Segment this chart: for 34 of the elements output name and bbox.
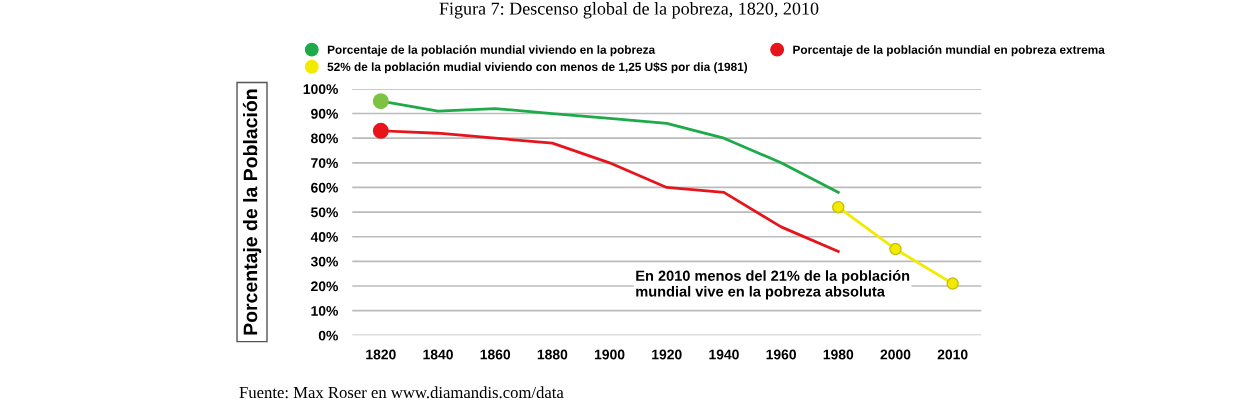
y-tick-label: 30% (310, 256, 338, 267)
point (372, 93, 389, 110)
x-tick-label: 1840 (423, 349, 453, 360)
x-tick-label: 1820 (366, 349, 396, 360)
x-tick-label: 1860 (480, 349, 511, 360)
x-tick-label: 1940 (709, 349, 739, 360)
chart-title: Figura 7: Descenso global de la pobreza, 1820, 2010 (439, 2, 819, 19)
point (889, 242, 902, 256)
x-tick-label: 2010 (937, 349, 968, 360)
y-tick-label: 90% (311, 108, 338, 119)
x-tick-label: 1880 (537, 349, 568, 360)
y-tick-label: 100% (303, 84, 338, 95)
point (372, 122, 389, 139)
x-tick-label: 2000 (880, 349, 911, 360)
legend-label: Porcentaje de la población mundial viviendo en la pobreza (327, 45, 656, 57)
y-tick-label: 80% (310, 133, 338, 144)
y-tick-label: 40% (310, 232, 338, 242)
x-tick-label: 1980 (823, 349, 854, 360)
y-tick-label: 70% (311, 158, 338, 168)
x-tick-label: 1960 (766, 349, 796, 360)
y-axis-title: Porcentaje de la Población (242, 89, 262, 335)
y-tick-label: 60% (311, 182, 338, 193)
point (832, 200, 845, 214)
point (946, 277, 959, 290)
annotation: En 2010 menos del 21% de la población mundial vive en la pobreza absoluta (636, 270, 910, 300)
legend-label: 52% de la población mudial viviendo con menos de 1,25 U$S por dia (1981) (327, 62, 748, 74)
y-tick-label: 20% (311, 281, 338, 292)
y-tick-label: 10% (311, 306, 338, 316)
x-tick-label: 1900 (594, 349, 625, 360)
y-tick-label: 0% (318, 330, 338, 341)
legend-label: Porcentaje de la población mundial en pobreza extrema (793, 45, 1105, 57)
y-tick-label: 50% (310, 207, 338, 218)
x-tick-label: 1920 (652, 349, 682, 360)
source-note: Fuente: Max Roser en www.diamandis.com/data (239, 386, 564, 399)
